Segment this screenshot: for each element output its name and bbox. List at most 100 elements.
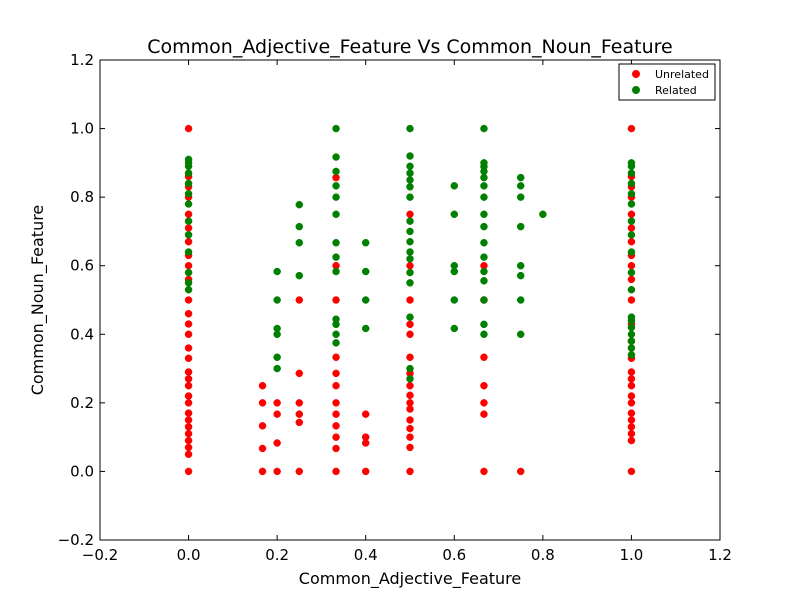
point-unrelated bbox=[627, 375, 636, 383]
y-tick-label: 0.0 bbox=[70, 462, 94, 480]
point-related bbox=[406, 176, 414, 184]
point-unrelated bbox=[627, 429, 636, 438]
point-related bbox=[406, 237, 414, 246]
point-related bbox=[480, 193, 488, 201]
point-unrelated bbox=[184, 443, 193, 452]
x-tick-label: 1.0 bbox=[619, 546, 643, 564]
point-related bbox=[295, 271, 304, 280]
point-unrelated bbox=[627, 368, 636, 376]
point-related bbox=[406, 279, 414, 287]
point-related bbox=[450, 210, 459, 219]
y-tick-label: 1.0 bbox=[70, 120, 94, 138]
point-unrelated bbox=[184, 399, 193, 407]
point-related bbox=[516, 193, 525, 201]
point-unrelated bbox=[332, 296, 340, 304]
point-related bbox=[627, 159, 636, 167]
x-tick-label: 0.2 bbox=[265, 546, 289, 564]
point-unrelated bbox=[627, 224, 636, 232]
point-related bbox=[406, 162, 414, 171]
point-unrelated bbox=[258, 381, 267, 390]
point-unrelated bbox=[480, 353, 488, 362]
point-related bbox=[184, 155, 193, 164]
point-unrelated bbox=[184, 330, 193, 339]
point-unrelated bbox=[627, 416, 636, 424]
point-related bbox=[184, 285, 193, 294]
point-related bbox=[406, 375, 414, 383]
point-unrelated bbox=[184, 368, 193, 376]
point-related bbox=[480, 277, 488, 285]
point-unrelated bbox=[184, 320, 193, 328]
point-unrelated bbox=[184, 344, 193, 352]
point-related bbox=[184, 248, 193, 256]
point-unrelated bbox=[258, 422, 267, 430]
point-unrelated bbox=[184, 409, 193, 417]
point-related bbox=[627, 351, 636, 359]
legend-marker-unrelated bbox=[632, 70, 640, 78]
point-related bbox=[406, 152, 414, 160]
point-unrelated bbox=[273, 439, 281, 447]
y-tick-label: 0.8 bbox=[70, 188, 94, 206]
point-related bbox=[273, 267, 281, 276]
point-unrelated bbox=[480, 381, 488, 390]
point-unrelated bbox=[361, 410, 370, 418]
point-related bbox=[406, 248, 414, 256]
point-unrelated bbox=[295, 467, 304, 476]
y-tick-label: 0.6 bbox=[70, 257, 94, 275]
point-unrelated bbox=[406, 210, 414, 219]
point-unrelated bbox=[406, 416, 414, 424]
point-related bbox=[184, 279, 193, 287]
x-axis-label: Common_Adjective_Feature bbox=[299, 569, 521, 589]
point-related bbox=[539, 210, 547, 219]
point-related bbox=[406, 364, 414, 373]
point-unrelated bbox=[332, 369, 340, 378]
point-related bbox=[480, 124, 488, 133]
point-unrelated bbox=[406, 381, 414, 390]
point-related bbox=[516, 182, 525, 190]
point-unrelated bbox=[406, 391, 414, 400]
point-unrelated bbox=[184, 210, 193, 219]
points-layer bbox=[184, 124, 636, 476]
point-related bbox=[480, 253, 488, 261]
point-related bbox=[332, 315, 340, 323]
point-unrelated bbox=[627, 275, 636, 284]
point-unrelated bbox=[332, 410, 340, 418]
point-related bbox=[273, 353, 281, 362]
point-unrelated bbox=[332, 422, 340, 430]
point-related bbox=[184, 179, 193, 188]
point-related bbox=[627, 217, 636, 225]
point-related bbox=[361, 267, 370, 276]
legend-frame bbox=[618, 63, 716, 101]
point-related bbox=[516, 173, 525, 182]
point-unrelated bbox=[273, 410, 281, 418]
point-related bbox=[627, 285, 636, 294]
point-unrelated bbox=[406, 296, 414, 304]
point-unrelated bbox=[184, 296, 193, 304]
point-related bbox=[273, 296, 281, 304]
point-related bbox=[627, 323, 636, 332]
point-unrelated bbox=[258, 467, 267, 476]
point-related bbox=[184, 217, 193, 225]
point-related bbox=[450, 182, 459, 190]
point-related bbox=[627, 268, 636, 277]
point-related bbox=[184, 200, 193, 208]
point-related bbox=[406, 193, 414, 201]
point-unrelated bbox=[258, 399, 267, 407]
point-related bbox=[627, 231, 636, 239]
point-related bbox=[627, 248, 636, 256]
point-unrelated bbox=[406, 399, 414, 407]
x-tick-label: −0.2 bbox=[82, 546, 118, 564]
point-unrelated bbox=[406, 424, 414, 433]
legend-marker-related bbox=[632, 86, 640, 94]
point-related bbox=[332, 193, 340, 201]
point-related bbox=[450, 324, 459, 333]
point-related bbox=[406, 313, 414, 321]
point-unrelated bbox=[332, 353, 340, 362]
point-unrelated bbox=[184, 224, 193, 232]
point-related bbox=[295, 238, 304, 247]
chart-title: Common_Adjective_Feature Vs Common_Noun_… bbox=[147, 36, 672, 58]
point-unrelated bbox=[627, 423, 636, 431]
point-unrelated bbox=[627, 467, 636, 476]
x-tick-label: 0.8 bbox=[531, 546, 555, 564]
y-tick-label: 1.2 bbox=[70, 51, 94, 69]
point-related bbox=[480, 222, 488, 231]
